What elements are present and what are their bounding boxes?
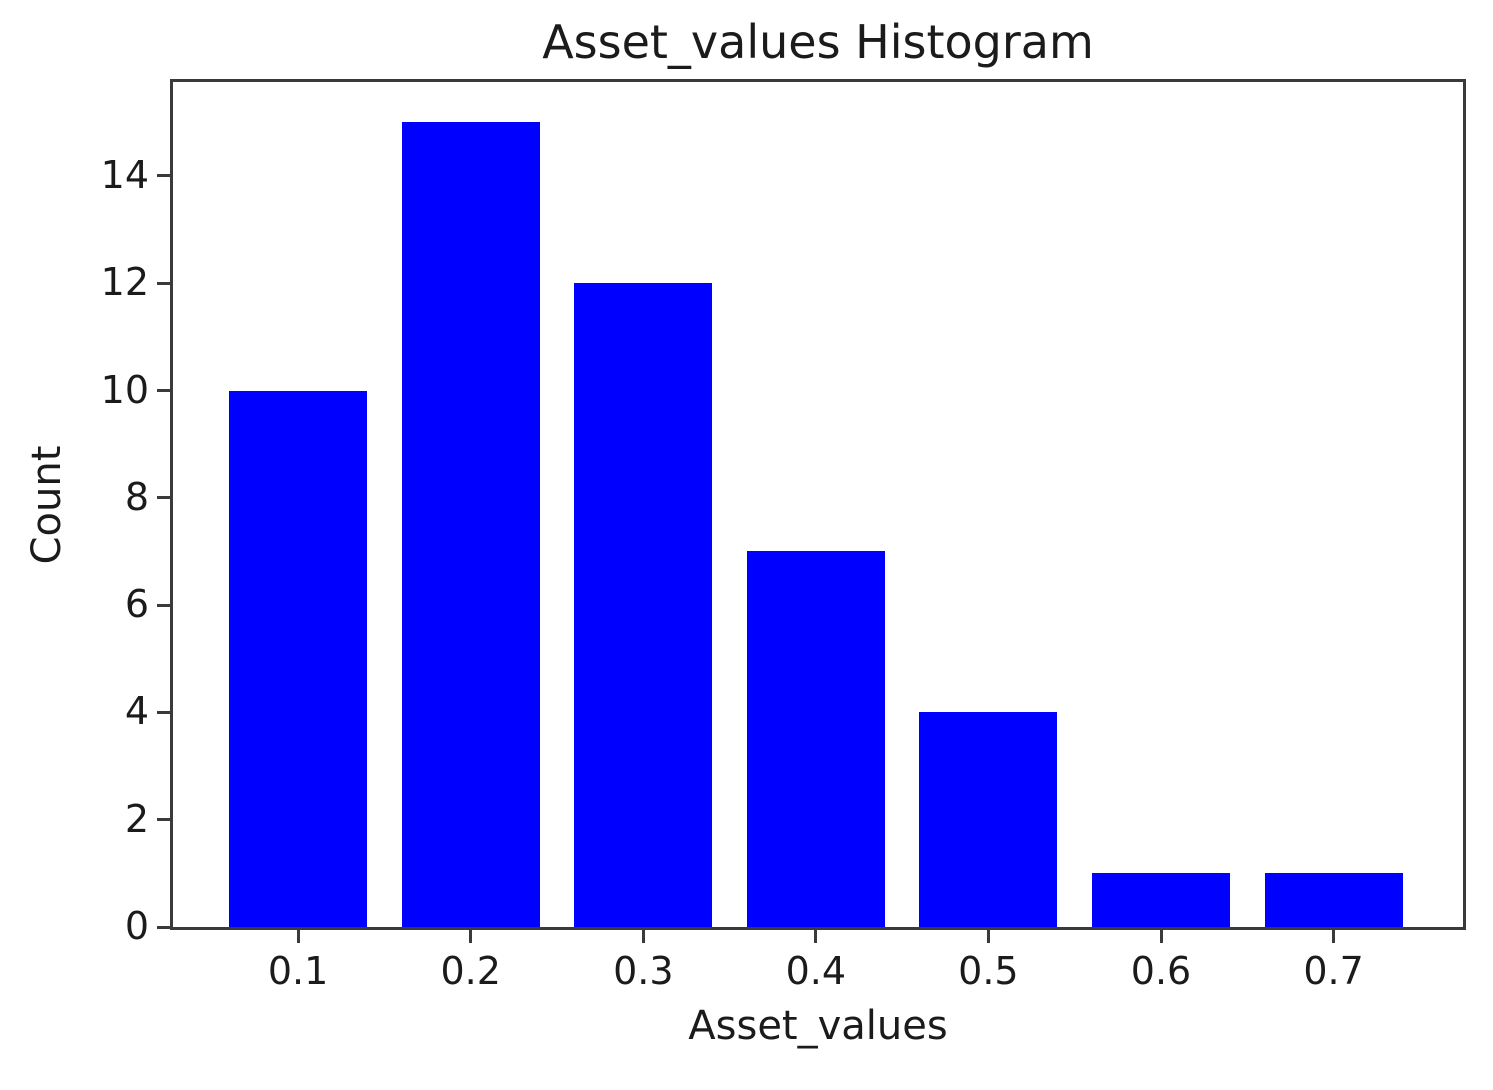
x-tick-label: 0.5	[958, 949, 1019, 993]
x-tick-mark	[641, 930, 645, 943]
histogram-bar-0.1	[229, 390, 368, 927]
plot-area: Asset_values Histogram Asset_values Coun…	[24, 17, 1466, 1049]
y-tick-mark	[157, 710, 170, 714]
x-tick-mark	[1332, 930, 1336, 943]
x-tick-label: 0.7	[1303, 949, 1364, 993]
y-tick-mark	[157, 925, 170, 929]
x-tick-label: 0.2	[440, 949, 501, 993]
x-tick-mark	[1159, 930, 1163, 943]
histogram-bar-0.6	[1092, 873, 1231, 927]
x-tick-label: 0.4	[785, 949, 847, 993]
histogram-bar-0.5	[919, 712, 1058, 927]
histogram-bar-0.7	[1264, 873, 1403, 927]
y-tick-label: 2	[124, 796, 149, 841]
x-axis-label: Asset_values	[688, 1003, 948, 1049]
x-tick-mark	[814, 930, 818, 943]
histogram-bar-0.4	[746, 551, 885, 927]
histogram-bar-0.2	[401, 122, 540, 927]
y-tick-label: 0	[124, 904, 149, 949]
histogram-bar-0.3	[574, 283, 713, 927]
y-tick-mark	[157, 603, 170, 607]
y-tick-mark	[157, 174, 170, 178]
y-tick-mark	[157, 389, 170, 392]
x-tick-label: 0.1	[267, 949, 329, 993]
y-tick-label: 6	[124, 582, 149, 627]
x-tick-mark	[469, 930, 473, 943]
x-tick-label: 0.3	[613, 949, 674, 993]
y-tick-mark	[157, 281, 170, 285]
x-tick-label: 0.6	[1130, 949, 1192, 993]
x-tick-mark	[296, 930, 300, 943]
y-axis-label: Count	[24, 445, 70, 564]
y-tick-mark	[157, 496, 170, 500]
x-tick-mark	[986, 930, 990, 943]
chart-title: Asset_values Histogram	[542, 15, 1094, 70]
y-tick-label: 8	[124, 474, 149, 519]
y-tick-label: 14	[100, 153, 149, 198]
y-tick-label: 10	[100, 367, 149, 412]
y-tick-label: 4	[124, 689, 149, 734]
y-tick-mark	[157, 818, 170, 822]
y-tick-label: 12	[100, 260, 149, 305]
